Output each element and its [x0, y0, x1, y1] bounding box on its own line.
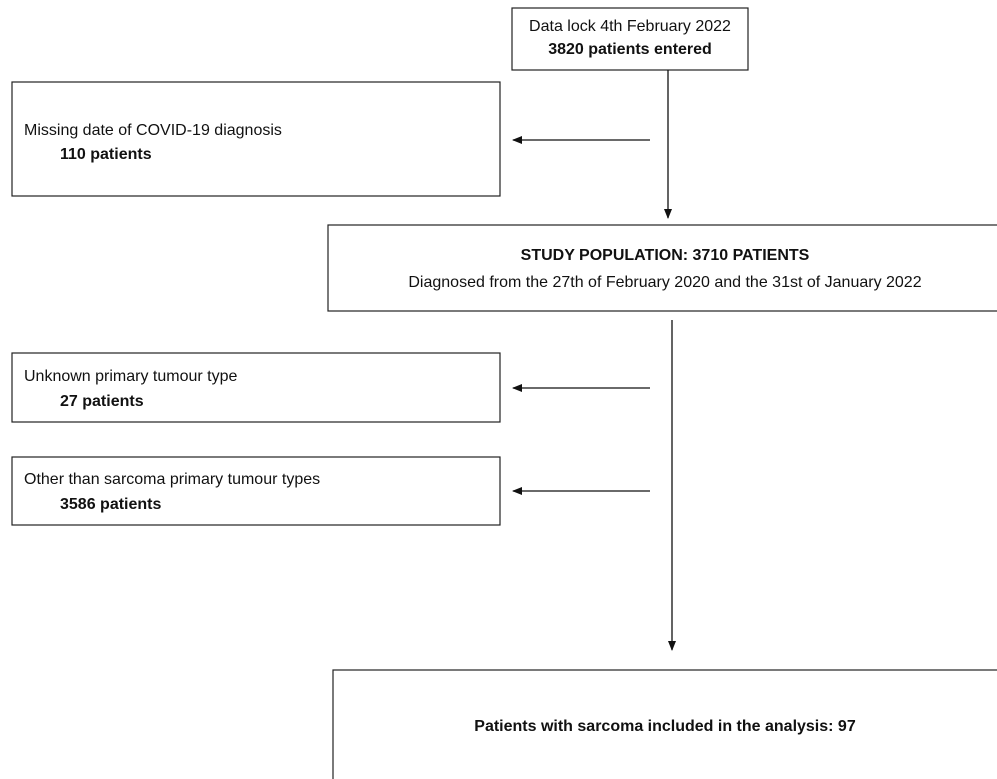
box [11, 352, 501, 423]
node-count: 3820 patients entered [548, 41, 712, 58]
node-text: Missing date of COVID-19 diagnosis [24, 122, 282, 139]
node-subtitle: Diagnosed from the 27th of February 2020… [408, 274, 921, 291]
box [511, 7, 749, 71]
node-text: Data lock 4th February 2022 [529, 18, 731, 35]
node-count: 110 patients [60, 146, 152, 163]
box [11, 456, 501, 526]
node-text: Other than sarcoma primary tumour types [24, 471, 320, 488]
node-text: STUDY POPULATION: 3710 PATIENTS [521, 247, 810, 264]
node-count: 27 patients [60, 393, 144, 410]
box [11, 81, 501, 197]
node-count: 3586 patients [60, 496, 161, 513]
node-text: Patients with sarcoma included in the an… [474, 718, 856, 735]
box [327, 224, 997, 312]
box [332, 669, 997, 779]
node-text: Unknown primary tumour type [24, 368, 238, 385]
